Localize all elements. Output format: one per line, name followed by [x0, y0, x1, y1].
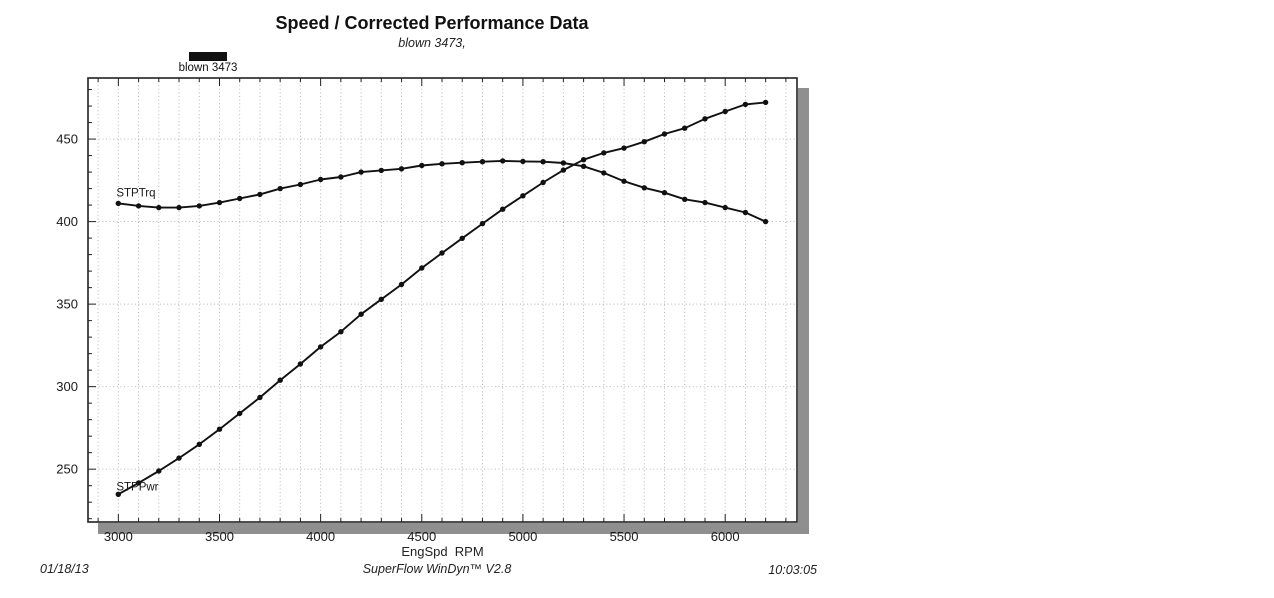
stptrq-point — [702, 199, 708, 206]
footer-software: SuperFlow WinDyn™ V2.8 — [362, 562, 512, 576]
stptrq-point — [742, 209, 749, 216]
stppwr-point — [338, 329, 344, 335]
stptrq-point — [459, 160, 465, 166]
footer-time: 10:03:05 — [768, 563, 817, 577]
stptrq-point — [216, 199, 223, 206]
x-tick-label: 6000 — [711, 529, 740, 544]
stptrq-point — [601, 170, 607, 176]
stppwr-point — [500, 206, 506, 212]
stppwr-point — [176, 455, 182, 461]
stptrq-point — [580, 163, 587, 169]
plot-shadow-right — [798, 88, 809, 533]
x-tick-label: 3000 — [104, 529, 133, 544]
y-tick-label: 250 — [56, 462, 78, 477]
stptrq-point — [500, 158, 506, 164]
stppwr-point — [398, 281, 405, 288]
stptrq-point — [398, 166, 405, 172]
stppwr-point — [297, 361, 304, 367]
stptrq-point — [257, 191, 263, 198]
stppwr-label: STPPwr — [116, 481, 158, 493]
stptrq-point — [641, 185, 647, 191]
stppwr-point — [520, 193, 526, 199]
stppwr-point — [277, 377, 283, 383]
plot-shadow-bottom — [98, 523, 809, 534]
stptrq-point — [540, 159, 546, 165]
stptrq-label: STPTrq — [116, 187, 155, 199]
stppwr-point — [257, 394, 263, 401]
stptrq-point — [135, 203, 142, 209]
stptrq-point — [156, 204, 162, 211]
stptrq-point — [176, 204, 182, 211]
stptrq-point — [115, 200, 122, 207]
stppwr-point — [762, 99, 769, 106]
stppwr-point — [722, 108, 728, 115]
stppwr-point — [115, 491, 122, 497]
x-tick-label: 4000 — [306, 529, 335, 544]
stppwr-point — [439, 250, 445, 256]
stptrq-point — [722, 204, 728, 211]
stppwr-point — [459, 235, 465, 241]
stppwr-point — [358, 311, 364, 317]
stppwr-point — [378, 296, 384, 302]
y-tick-label: 450 — [56, 132, 78, 147]
x-tick-label: 3500 — [205, 529, 234, 544]
stppwr-point — [641, 139, 647, 145]
stppwr-point — [580, 157, 587, 163]
x-tick-label: 5500 — [610, 529, 639, 544]
legend-swatch — [189, 52, 227, 61]
stppwr-point — [682, 125, 688, 131]
stppwr-point — [601, 150, 607, 156]
stppwr-point — [419, 265, 425, 271]
stptrq-point — [560, 160, 567, 166]
stppwr-point — [317, 344, 324, 350]
stptrq-point — [682, 196, 688, 202]
x-tick-label: 5000 — [508, 529, 537, 544]
legend-label: blown 3473 — [178, 62, 238, 74]
y-tick-label: 300 — [56, 379, 78, 394]
stppwr-point — [702, 116, 708, 122]
stppwr-point — [216, 426, 223, 432]
stppwr-point — [742, 101, 749, 108]
stptrq-point — [520, 158, 526, 165]
stppwr-point — [237, 410, 243, 417]
stptrq-point — [196, 203, 202, 209]
stppwr-point — [135, 480, 142, 486]
stppwr-point — [661, 131, 668, 137]
stptrq-curve — [118, 159, 766, 223]
chart-subtitle: blown 3473, — [398, 36, 466, 50]
stptrq-point — [237, 195, 243, 202]
x-tick-label: 4500 — [407, 529, 436, 544]
y-tick-label: 350 — [56, 297, 78, 312]
stppwr-point — [479, 220, 486, 227]
plot-border — [87, 77, 798, 523]
stptrq-point — [297, 181, 304, 188]
stptrq-point — [338, 174, 344, 180]
stppwr-point — [621, 145, 627, 151]
stptrq-point — [621, 178, 627, 184]
x-axis-title: EngSpd RPM — [401, 544, 484, 559]
stppwr-point — [196, 441, 202, 447]
stptrq-point — [317, 176, 324, 183]
stptrq-point — [419, 162, 425, 169]
legend: blown 3473 — [168, 52, 248, 74]
stppwr-point — [156, 468, 162, 474]
stptrq-point — [661, 190, 668, 196]
stppwr-point — [560, 167, 567, 173]
stptrq-point — [762, 218, 769, 225]
stptrq-point — [358, 169, 364, 175]
stppwr-point — [540, 179, 546, 186]
footer-date: 01/18/13 — [40, 562, 89, 576]
stptrq-point — [439, 161, 445, 167]
chart-title: Speed / Corrected Performance Data — [275, 13, 589, 33]
stptrq-point — [479, 159, 486, 165]
y-tick-label: 400 — [56, 214, 78, 229]
stptrq-point — [378, 167, 384, 174]
stptrq-point — [277, 185, 283, 192]
